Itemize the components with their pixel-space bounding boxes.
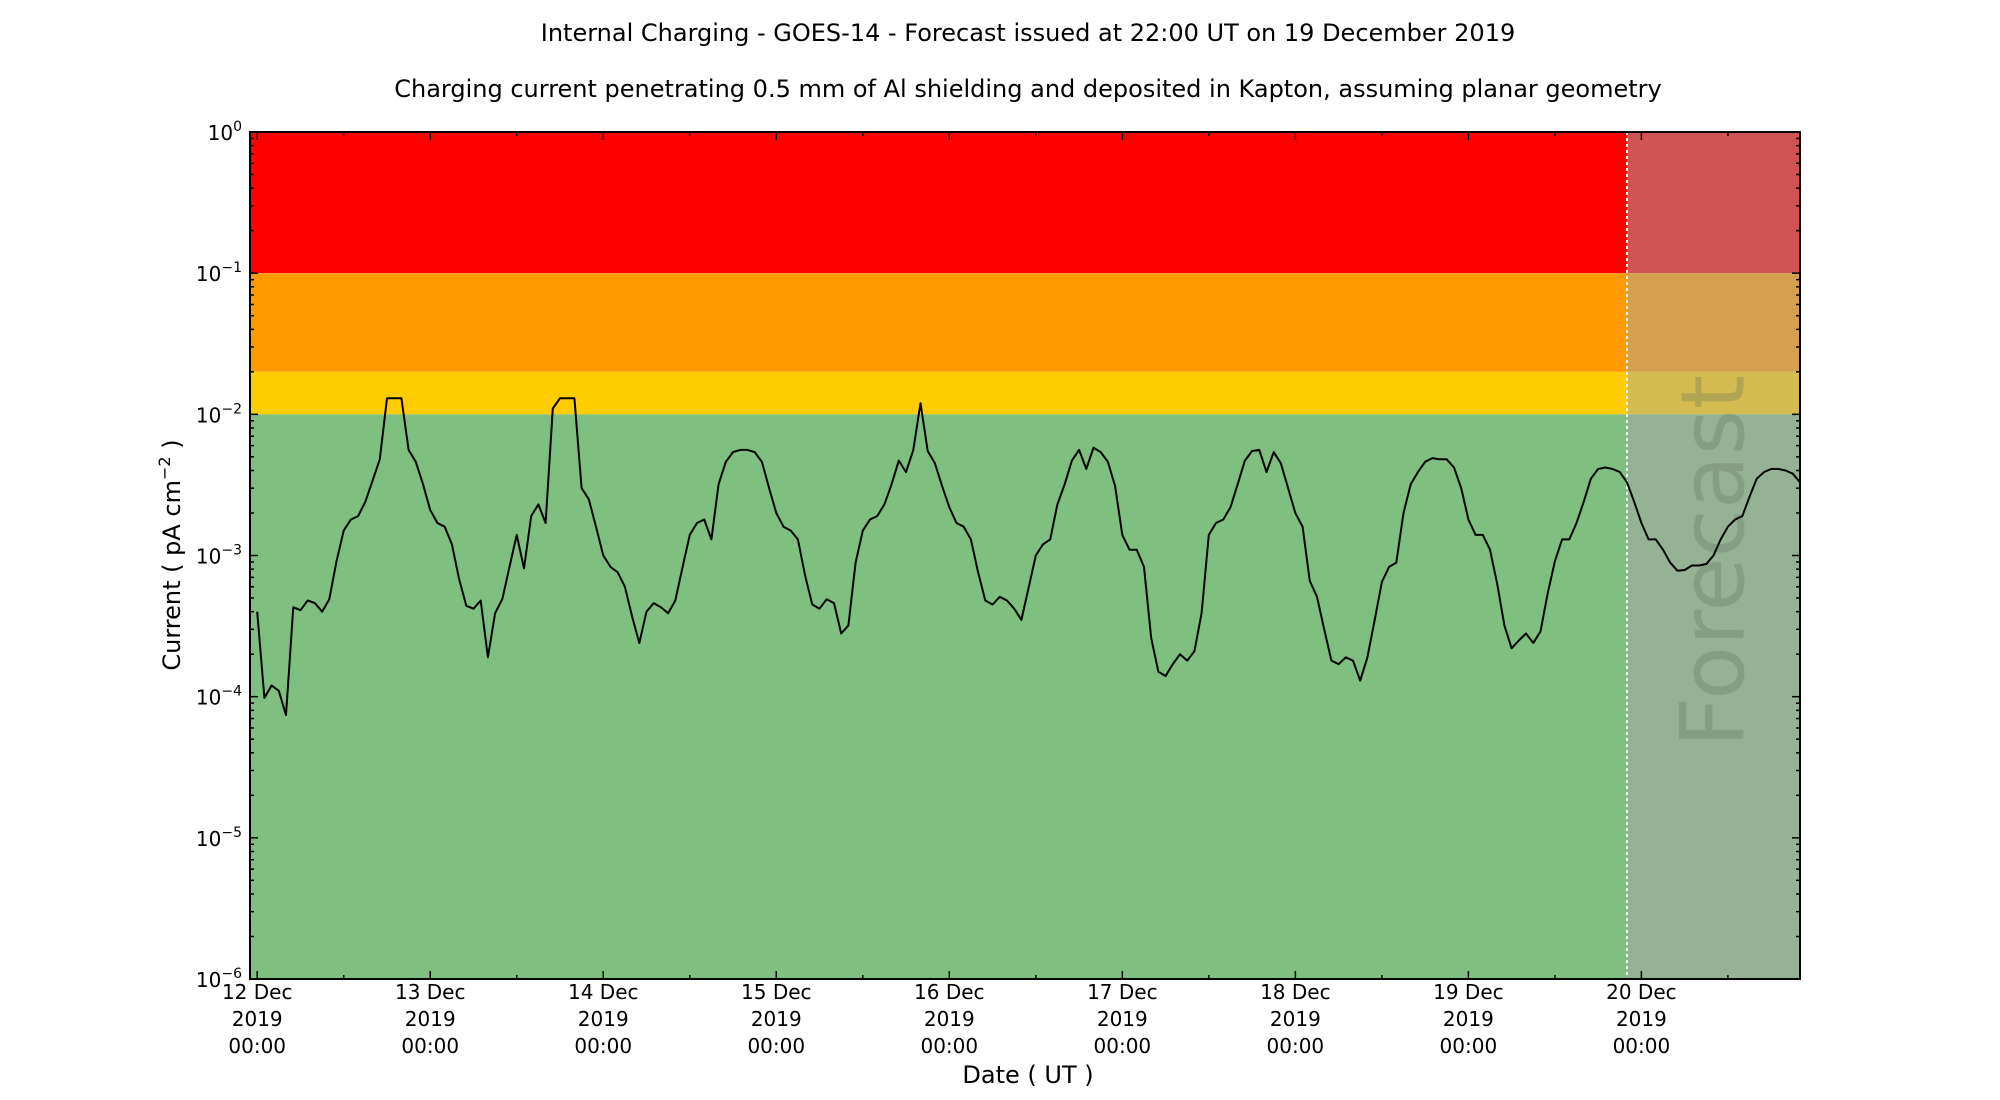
- x-tick-label: 16 Dec 2019 00:00: [914, 980, 985, 1058]
- x-tick-label-line: 17 Dec: [1087, 980, 1158, 1004]
- x-tick-label-line: 2019: [924, 1007, 975, 1031]
- x-tick-label: 13 Dec 2019 00:00: [395, 980, 466, 1058]
- y-tick-base: 10: [196, 686, 221, 710]
- x-tick-label-line: 2019: [232, 1007, 283, 1031]
- band-yellow: [250, 371, 1627, 415]
- x-tick-label-line: 00:00: [401, 1034, 459, 1058]
- x-tick-label-line: 15 Dec: [741, 980, 812, 1004]
- y-tick-base: 10: [196, 968, 221, 992]
- x-tick-label: 20 Dec 2019 00:00: [1606, 980, 1677, 1058]
- y-tick-exponent: −6: [221, 966, 242, 982]
- y-tick-label: 100: [208, 119, 242, 145]
- y-axis-label-text: Current ( pA cm: [158, 480, 186, 671]
- y-tick-label: 10−2: [196, 401, 242, 427]
- x-tick-label-line: 00:00: [747, 1034, 805, 1058]
- band-orange-forecast: [1626, 273, 1800, 372]
- band-green-forecast: [1626, 414, 1800, 979]
- y-tick-label: 10−4: [196, 684, 242, 710]
- chart-subtitle: Charging current penetrating 0.5 mm of A…: [394, 75, 1662, 103]
- band-red-forecast: [1626, 132, 1800, 274]
- y-axis-label-exponent: −2: [155, 456, 174, 480]
- y-tick-exponent: −5: [221, 825, 242, 841]
- x-tick-label-line: 00:00: [1094, 1034, 1152, 1058]
- y-tick-label: 10−6: [196, 966, 242, 992]
- x-tick-label-line: 2019: [1097, 1007, 1148, 1031]
- y-tick-exponent: 0: [233, 119, 242, 135]
- x-tick-label: 12 Dec 2019 00:00: [222, 980, 293, 1058]
- chart-title: Internal Charging - GOES-14 - Forecast i…: [541, 19, 1515, 47]
- x-tick-label-line: 00:00: [920, 1034, 978, 1058]
- x-tick-label-line: 18 Dec: [1260, 980, 1331, 1004]
- x-tick-label: 14 Dec 2019 00:00: [568, 980, 639, 1058]
- band-green: [250, 414, 1627, 979]
- band-yellow-forecast: [1626, 371, 1800, 415]
- y-tick-label: 10−3: [196, 543, 242, 569]
- y-tick-base: 10: [196, 545, 221, 569]
- x-tick-label: 18 Dec 2019 00:00: [1260, 980, 1331, 1058]
- axis-ticks: [250, 131, 1800, 980]
- x-tick-label-line: 14 Dec: [568, 980, 639, 1004]
- x-tick-label-line: 12 Dec: [222, 980, 293, 1004]
- x-tick-label-line: 00:00: [1267, 1034, 1325, 1058]
- x-tick-label-line: 2019: [1270, 1007, 1321, 1031]
- x-tick-label-line: 2019: [405, 1007, 456, 1031]
- x-tick-label: 19 Dec 2019 00:00: [1433, 980, 1504, 1058]
- band-orange: [250, 273, 1627, 372]
- y-tick-exponent: −1: [221, 260, 242, 276]
- y-axis-label-close: ): [158, 439, 186, 456]
- y-tick-exponent: −2: [221, 401, 242, 417]
- current-series-line: [256, 397, 1801, 717]
- x-tick-label-line: 2019: [751, 1007, 802, 1031]
- y-tick-base: 10: [196, 262, 221, 286]
- x-tick-label-line: 2019: [1443, 1007, 1494, 1031]
- x-tick-label-line: 13 Dec: [395, 980, 466, 1004]
- x-tick-label-line: 00:00: [1613, 1034, 1671, 1058]
- x-tick-label-line: 00:00: [574, 1034, 632, 1058]
- forecast-label: Forecast: [1661, 375, 1764, 747]
- x-tick-label: 17 Dec 2019 00:00: [1087, 980, 1158, 1058]
- x-tick-label-line: 00:00: [1440, 1034, 1498, 1058]
- y-tick-exponent: −4: [221, 684, 242, 700]
- x-tick-label-line: 00:00: [228, 1034, 286, 1058]
- y-tick-exponent: −3: [221, 543, 242, 559]
- y-tick-label: 10−1: [196, 260, 242, 286]
- y-tick-base: 10: [196, 403, 221, 427]
- x-tick-label-line: 19 Dec: [1433, 980, 1504, 1004]
- x-axis-label: Date ( UT ): [962, 1061, 1093, 1089]
- x-tick-label-line: 2019: [1616, 1007, 1667, 1031]
- band-red: [250, 132, 1627, 274]
- threshold-bands: [250, 132, 1800, 979]
- y-tick-base: 10: [208, 121, 233, 145]
- y-tick-base: 10: [196, 827, 221, 851]
- x-tick-label-line: 16 Dec: [914, 980, 985, 1004]
- y-axis-label: Current ( pA cm−2 ): [155, 439, 186, 670]
- y-tick-label: 10−5: [196, 825, 242, 851]
- x-tick-label: 15 Dec 2019 00:00: [741, 980, 812, 1058]
- x-tick-labels: 12 Dec 2019 00:00 13 Dec 2019 00:00 14 Dec 2019…: [222, 980, 1677, 1058]
- x-tick-label-line: 20 Dec: [1606, 980, 1677, 1004]
- x-tick-label-line: 2019: [578, 1007, 629, 1031]
